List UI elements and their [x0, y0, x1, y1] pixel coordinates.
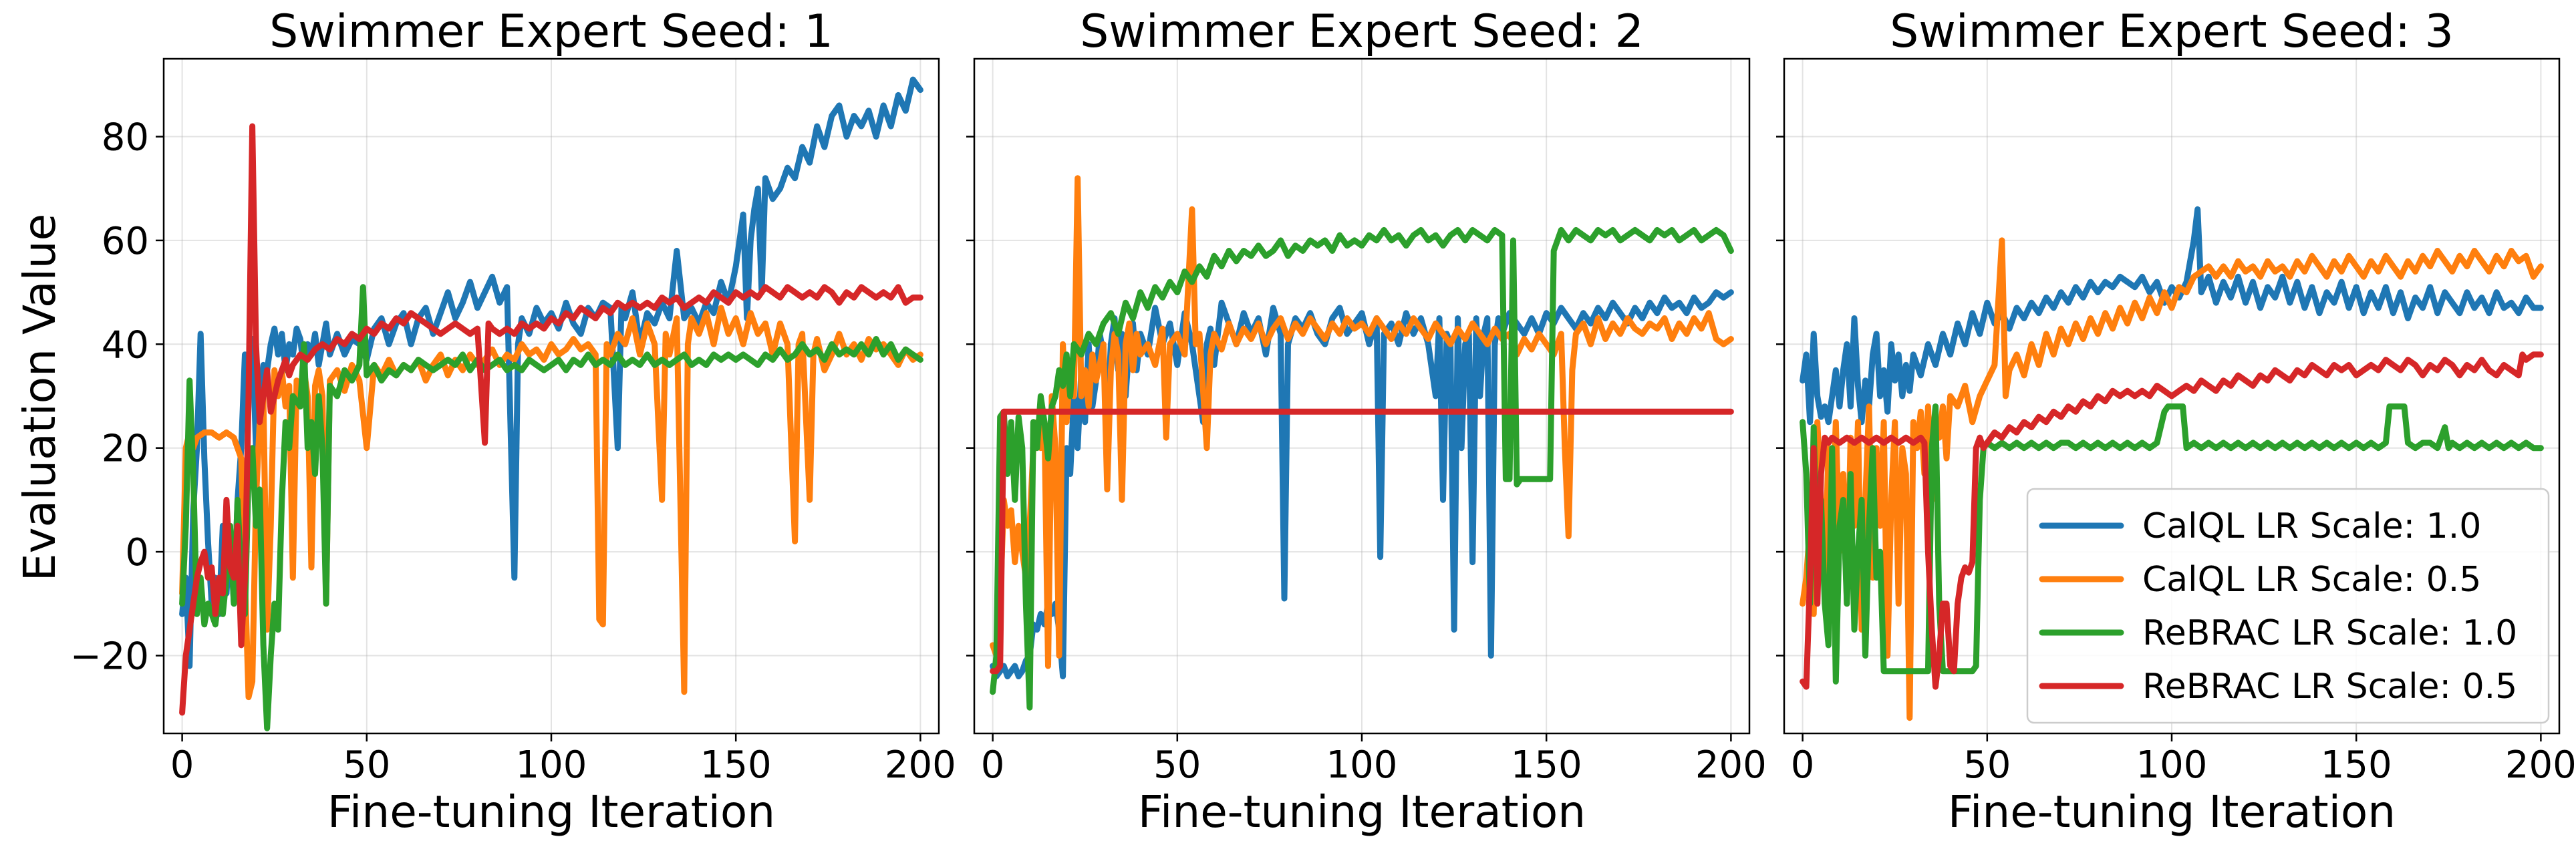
y-tick-label: 0 — [125, 531, 149, 574]
x-tick-label: 200 — [885, 743, 956, 787]
x-tick-label: 150 — [700, 743, 772, 787]
x-axis-label: Fine-tuning Iteration — [1138, 786, 1586, 838]
subplot-title: Swimmer Expert Seed: 1 — [269, 5, 833, 58]
subplot-title: Swimmer Expert Seed: 3 — [1890, 5, 2454, 58]
x-tick-label: 50 — [343, 743, 390, 787]
x-tick-label: 100 — [1326, 743, 1398, 787]
legend-label: ReBRAC LR Scale: 1.0 — [2142, 613, 2517, 653]
legend-box — [2026, 488, 2550, 724]
legend-label: ReBRAC LR Scale: 0.5 — [2142, 667, 2517, 707]
series-line — [1800, 237, 2544, 721]
y-tick-label: 80 — [102, 116, 149, 160]
x-tick-label: 50 — [1963, 743, 2011, 787]
y-tick-label: 40 — [102, 323, 149, 367]
x-tick-label: 100 — [516, 743, 587, 787]
x-tick-label: 50 — [1153, 743, 1201, 787]
legend: CalQL LR Scale: 1.0 CalQL LR Scale: 0.5 Re… — [2026, 488, 2550, 724]
y-tick-label: 20 — [102, 428, 149, 471]
x-tick-label: 150 — [2321, 743, 2392, 787]
x-tick-label: 0 — [1791, 743, 1815, 787]
series-line — [179, 305, 923, 701]
series-line — [1800, 351, 2544, 690]
subplot-seed-2: Swimmer Expert Seed: 2 Fine-tuning Itera… — [966, 5, 1767, 838]
subplot-seed-3: Swimmer Expert Seed: 3 Fine-tuning Itera… — [1776, 5, 2576, 838]
x-tick-label: 150 — [1511, 743, 1582, 787]
x-tick-label: 200 — [1695, 743, 1767, 787]
series-line — [1800, 206, 2544, 426]
y-tick-label: 60 — [102, 220, 149, 263]
series-line — [990, 408, 1734, 675]
x-tick-label: 0 — [170, 743, 194, 787]
subplot-seed-1: Swimmer Expert Seed: 1 Fine-tuning Itera… — [70, 5, 956, 838]
x-tick-label: 0 — [981, 743, 1005, 787]
x-tick-label: 200 — [2505, 743, 2576, 787]
series-line — [1800, 403, 2544, 685]
y-axis-label: Evaluation Value — [14, 214, 65, 581]
legend-label: CalQL LR Scale: 0.5 — [2142, 560, 2481, 600]
x-axis-label: Fine-tuning Iteration — [1948, 786, 2396, 838]
x-axis-label: Fine-tuning Iteration — [327, 786, 775, 838]
y-tick-label: −20 — [70, 635, 149, 678]
series-line — [179, 123, 923, 716]
legend-label: CalQL LR Scale: 1.0 — [2142, 506, 2481, 546]
subplot-title: Swimmer Expert Seed: 2 — [1080, 5, 1644, 58]
series-line — [990, 226, 1734, 711]
x-tick-label: 100 — [2136, 743, 2208, 787]
